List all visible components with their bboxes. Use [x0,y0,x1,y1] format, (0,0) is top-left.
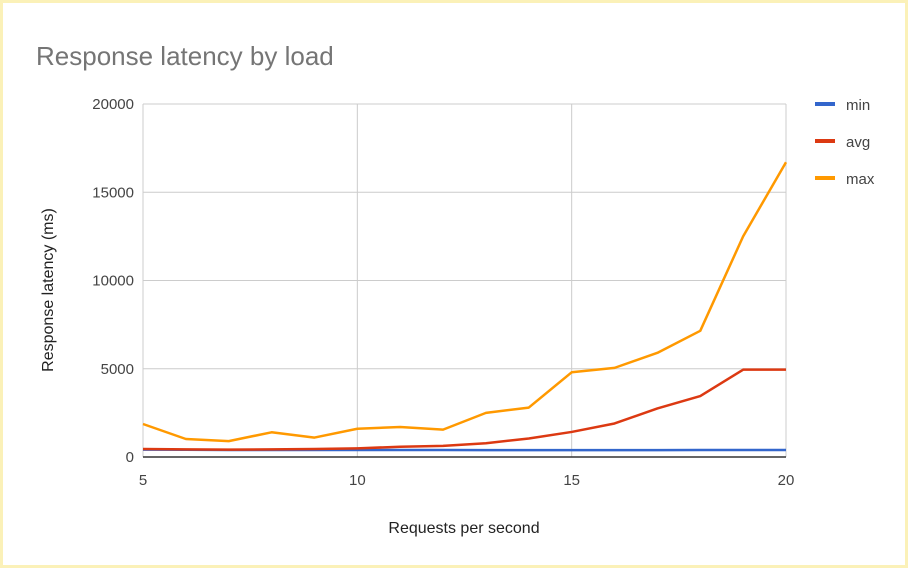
x-tick-label: 15 [563,472,580,489]
y-tick-label: 5000 [101,361,134,378]
y-tick-label: 20000 [92,96,134,113]
y-tick-label: 10000 [92,273,134,290]
y-tick-label: 0 [126,449,134,466]
x-tick-label: 20 [778,472,795,489]
legend-label-min: min [846,97,870,114]
series-line-max [142,161,788,443]
x-tick-label: 10 [349,472,366,489]
x-tick-label: 5 [139,472,147,489]
series-line-avg [142,368,786,451]
legend-label-avg: avg [846,134,870,151]
y-axis-label: Response latency (ms) [40,208,57,372]
y-tick-label: 15000 [92,184,134,201]
chart-title: Response latency by load [36,41,334,71]
x-axis-label: Requests per second [388,520,539,537]
legend-label-max: max [846,171,875,188]
line-chart: Response latency by load 0 5000 10000 15000… [36,41,875,537]
